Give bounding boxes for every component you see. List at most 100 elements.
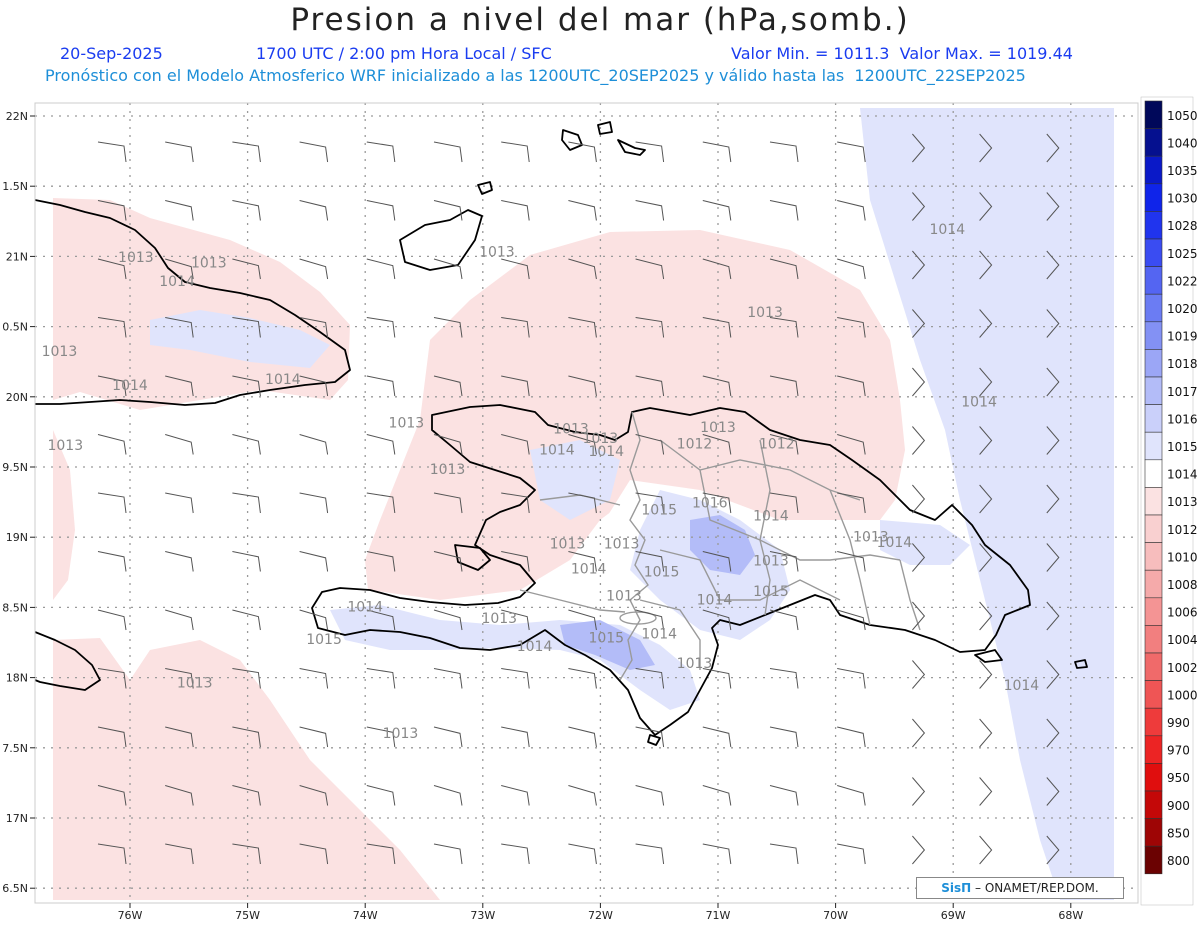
- wind-barb: [769, 200, 799, 221]
- contour-label: 1015: [641, 503, 677, 519]
- wind-barb: [299, 551, 329, 572]
- colorbar-swatch: [1144, 183, 1163, 212]
- colorbar-label: 1035: [1167, 164, 1198, 178]
- wind-barb: [165, 492, 194, 514]
- jamaica-coast: [34, 631, 101, 691]
- wind-barb: [1046, 660, 1060, 689]
- colorbar-swatch: [1144, 818, 1163, 847]
- wind-barb: [702, 434, 732, 455]
- contour-label: 1013: [606, 588, 642, 604]
- province-line-5: [759, 439, 771, 616]
- y-axis: 22N 1.5N 21N 0.5N 20N 9.5N 19N 8.5N 18N 7.5N 17N 6.…: [2, 110, 35, 895]
- x-tick-label: 69W: [941, 909, 966, 922]
- contour-label: 1013: [118, 250, 154, 266]
- contour-label: 1014: [1004, 678, 1040, 694]
- wind-barb: [97, 843, 127, 865]
- wind-barb: [769, 551, 799, 572]
- wind-barb: [433, 843, 463, 865]
- wind-barb: [912, 777, 926, 806]
- colorbar-swatch: [1144, 542, 1163, 571]
- wind-barb: [979, 250, 993, 280]
- colorbar-label: 1016: [1167, 412, 1198, 426]
- wind-barb: [97, 492, 127, 514]
- wind-barb: [97, 200, 127, 221]
- colorbar-label: 1010: [1167, 550, 1198, 564]
- wind-barb: [165, 551, 194, 572]
- wind-barb: [433, 375, 463, 397]
- coastlines: [34, 121, 1088, 746]
- contour-label: 1014: [539, 442, 575, 458]
- colorbar-swatch: [1144, 211, 1163, 240]
- pink-region-west: [53, 430, 75, 600]
- contour-label: 1014: [877, 535, 913, 551]
- wind-barb: [568, 668, 597, 689]
- colorbar-label: 1019: [1167, 330, 1198, 344]
- colorbar-swatch: [1144, 321, 1163, 350]
- contour-label: 1013: [553, 421, 589, 437]
- wind-barb: [912, 543, 926, 572]
- wind-barb: [635, 375, 665, 397]
- contour-label: 1013: [753, 553, 789, 569]
- colorbar-swatch: [1144, 349, 1163, 378]
- colorbar-label: 1004: [1167, 633, 1198, 647]
- wind-barb: [769, 434, 799, 455]
- wind-barb: [635, 434, 665, 455]
- wind-barb: [433, 668, 463, 689]
- wind-barb: [232, 668, 261, 689]
- y-tick-label: 17N: [6, 812, 28, 825]
- wind-barb: [635, 258, 665, 280]
- wind-barb: [702, 843, 732, 865]
- wind-barb: [366, 785, 396, 806]
- colorbar-label: 1018: [1167, 357, 1198, 371]
- wind-barb: [635, 200, 665, 221]
- wind-barb: [568, 434, 597, 455]
- contour-label: 1014: [961, 395, 997, 411]
- credit-text: – ONAMET/REP.DOM.: [971, 881, 1099, 895]
- contour-label: 1013: [677, 656, 713, 672]
- caicos-island: [561, 129, 583, 151]
- colorbar-label: 1040: [1167, 136, 1198, 150]
- wind-barb: [837, 434, 866, 455]
- wind-barb: [635, 492, 665, 514]
- contour-label: 1013: [747, 305, 783, 321]
- contour-label: 1013: [479, 244, 515, 260]
- wind-barb: [702, 668, 732, 689]
- wind-barb: [979, 601, 993, 631]
- colorbar-swatch: [1144, 487, 1163, 516]
- contour-label: 1012: [759, 437, 795, 453]
- contour-label: 1013: [389, 416, 425, 432]
- wind-barb: [299, 317, 329, 338]
- wind-barb: [912, 426, 926, 455]
- contour-label: 1013: [383, 726, 419, 742]
- contour-label: 1014: [112, 378, 148, 394]
- wind-barb: [433, 492, 463, 514]
- wind-barb: [568, 785, 597, 806]
- wind-barb: [837, 492, 866, 514]
- wind-barb: [366, 726, 396, 748]
- wind-barb: [165, 141, 194, 163]
- wind-barb: [433, 434, 463, 455]
- wind-barb: [165, 668, 194, 689]
- wind-barb: [299, 375, 329, 397]
- wind-barb: [501, 551, 530, 572]
- valid-time: 1700 UTC / 2:00 pm Hora Local / SFC: [256, 44, 552, 63]
- x-tick-label: 74W: [353, 909, 378, 922]
- province-line-4: [639, 599, 701, 670]
- contour-label: 1012: [677, 437, 713, 453]
- y-tick-label: 1.5N: [2, 180, 28, 193]
- contour-label: 1016: [692, 496, 728, 512]
- blue-core-cordillera: [690, 515, 755, 575]
- wind-barb: [979, 835, 993, 865]
- wind-barb: [568, 492, 597, 514]
- colorbar: 1050 1040 1035 1030 1028 1025 1022 1020 1019 1018…: [1140, 96, 1198, 906]
- y-tick-label: 20N: [6, 391, 28, 404]
- wind-barb: [635, 609, 665, 631]
- wind-barb: [501, 843, 530, 865]
- province-line-6: [829, 489, 871, 626]
- wind-barb: [232, 785, 261, 806]
- x-tick-label: 72W: [588, 909, 613, 922]
- wind-barb: [1046, 543, 1060, 572]
- wind-barb: [1046, 718, 1060, 748]
- wind-barb: [912, 660, 926, 689]
